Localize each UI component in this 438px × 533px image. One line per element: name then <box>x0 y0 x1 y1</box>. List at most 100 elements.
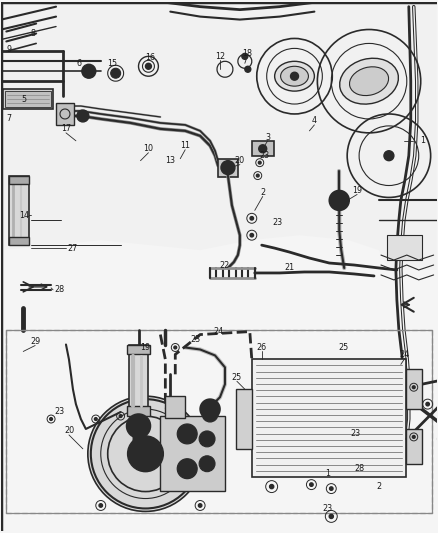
Circle shape <box>329 514 333 519</box>
Text: 19: 19 <box>141 343 151 352</box>
Bar <box>129 344 148 416</box>
Circle shape <box>199 431 215 447</box>
Circle shape <box>82 64 96 78</box>
Circle shape <box>127 436 163 472</box>
Text: 28: 28 <box>54 285 64 294</box>
Bar <box>56 103 74 125</box>
Text: 21: 21 <box>285 263 295 272</box>
Circle shape <box>135 444 155 464</box>
Text: 16: 16 <box>145 53 155 62</box>
Text: 8: 8 <box>31 29 35 38</box>
Circle shape <box>177 459 197 479</box>
Text: 3: 3 <box>265 133 270 142</box>
Bar <box>218 159 238 176</box>
Circle shape <box>111 68 120 78</box>
Circle shape <box>99 504 102 507</box>
Text: 1: 1 <box>420 136 425 146</box>
Text: 23: 23 <box>272 218 283 227</box>
Circle shape <box>329 487 333 490</box>
Circle shape <box>310 483 313 486</box>
Bar <box>252 141 274 156</box>
Circle shape <box>329 190 349 211</box>
Ellipse shape <box>350 67 389 95</box>
Text: 24: 24 <box>213 327 223 336</box>
Bar <box>5 91 51 107</box>
Ellipse shape <box>281 66 308 86</box>
Bar <box>9 175 29 245</box>
Bar <box>9 175 29 183</box>
Bar <box>160 416 225 490</box>
Text: 27: 27 <box>68 244 78 253</box>
Text: 19: 19 <box>352 186 362 195</box>
Text: 9: 9 <box>7 45 12 54</box>
Circle shape <box>198 504 202 507</box>
Bar <box>4 89 53 109</box>
Text: 2: 2 <box>260 188 265 197</box>
Bar <box>127 406 150 416</box>
Circle shape <box>177 424 197 444</box>
Circle shape <box>384 151 394 160</box>
Circle shape <box>412 386 415 389</box>
Circle shape <box>145 63 152 69</box>
Text: 18: 18 <box>242 49 252 58</box>
Circle shape <box>200 399 220 419</box>
Circle shape <box>259 145 267 153</box>
Text: 26: 26 <box>257 343 267 352</box>
Bar <box>406 429 422 464</box>
Circle shape <box>412 435 415 438</box>
Circle shape <box>250 216 254 220</box>
Circle shape <box>119 415 122 417</box>
Bar <box>165 396 185 418</box>
Circle shape <box>174 346 177 349</box>
Circle shape <box>426 402 429 406</box>
Bar <box>406 369 422 409</box>
Ellipse shape <box>275 61 314 91</box>
Circle shape <box>49 418 53 421</box>
Circle shape <box>258 161 261 164</box>
Circle shape <box>141 449 150 459</box>
Bar <box>252 359 406 477</box>
Text: 15: 15 <box>108 59 118 68</box>
Text: 5: 5 <box>21 94 27 103</box>
Bar <box>387 235 422 260</box>
Text: 23: 23 <box>260 151 270 160</box>
Circle shape <box>333 195 345 206</box>
Ellipse shape <box>340 58 399 104</box>
Text: 1: 1 <box>325 469 330 478</box>
Text: 12: 12 <box>215 52 225 61</box>
Circle shape <box>269 484 274 489</box>
Bar <box>236 389 252 449</box>
Text: 4: 4 <box>312 116 317 125</box>
Circle shape <box>199 456 215 472</box>
Circle shape <box>221 160 235 175</box>
Text: 7: 7 <box>7 115 12 124</box>
Text: 28: 28 <box>354 464 364 473</box>
Text: 25: 25 <box>338 343 348 352</box>
Text: 23: 23 <box>322 504 332 513</box>
Bar <box>127 344 150 354</box>
Text: 17: 17 <box>61 124 71 133</box>
Circle shape <box>131 419 145 433</box>
Polygon shape <box>1 2 437 270</box>
Circle shape <box>77 110 89 122</box>
Circle shape <box>290 72 298 80</box>
Text: 20: 20 <box>64 426 74 435</box>
Text: 25: 25 <box>232 373 242 382</box>
Circle shape <box>85 67 93 75</box>
Bar <box>7 329 431 513</box>
Text: 29: 29 <box>30 337 40 346</box>
Text: 20: 20 <box>235 156 245 165</box>
Text: 23: 23 <box>54 407 64 416</box>
Circle shape <box>242 53 248 59</box>
Circle shape <box>256 174 259 177</box>
Text: 2: 2 <box>376 482 381 491</box>
Circle shape <box>245 66 251 72</box>
Text: 10: 10 <box>144 144 153 154</box>
Circle shape <box>250 233 254 237</box>
Circle shape <box>95 418 97 421</box>
Text: 11: 11 <box>180 141 190 150</box>
Circle shape <box>127 414 150 438</box>
Text: 23: 23 <box>190 335 200 344</box>
Text: 22: 22 <box>220 261 230 270</box>
Bar <box>9 237 29 245</box>
